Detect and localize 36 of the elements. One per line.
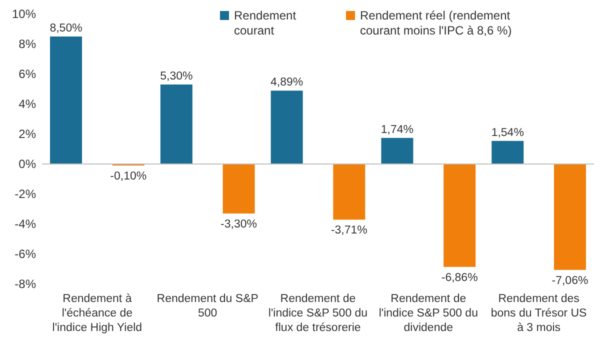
x-tick-label: Rendement de l'indice S&P 500 du flux de trésorerie xyxy=(268,293,368,334)
y-tick-label: 6% xyxy=(18,66,36,81)
bar xyxy=(270,90,303,164)
data-label: -0,10% xyxy=(110,170,147,182)
x-tick-label: Rendement du S&P 500 xyxy=(156,293,259,320)
data-label: 5,30% xyxy=(160,70,193,82)
x-tick-label: Rendement de l'indice S&P 500 du dividende xyxy=(378,293,478,334)
data-label: -3,30% xyxy=(220,218,257,230)
data-label: 1,74% xyxy=(380,124,414,136)
legend-label: Rendement réel (rendement courant moins l'IPC à 8,6 %) xyxy=(360,8,512,38)
y-tick-label: -6% xyxy=(14,246,36,261)
y-tick-label: -8% xyxy=(14,276,36,291)
y-tick-label: 2% xyxy=(18,126,36,141)
bar xyxy=(333,164,366,220)
legend-label: Rendement courant xyxy=(234,8,297,38)
bar xyxy=(492,140,524,164)
y-tick-label: 10% xyxy=(12,6,36,21)
x-tick-label: Rendement à l'échéance de l'indice High Yield xyxy=(52,293,142,334)
data-label: 1,54% xyxy=(491,126,524,139)
bar xyxy=(381,138,414,164)
bar xyxy=(444,164,476,267)
bar xyxy=(50,36,82,164)
data-label: -6,86% xyxy=(441,272,478,284)
data-label: -7,06% xyxy=(552,274,588,287)
data-label: 4,89% xyxy=(270,76,304,89)
bar xyxy=(160,84,192,164)
bar xyxy=(554,164,586,270)
data-label: -3,71% xyxy=(330,224,368,237)
y-tick-label: 0% xyxy=(18,156,36,171)
y-tick-label: 4% xyxy=(18,96,36,111)
y-tick-label: -2% xyxy=(14,186,36,201)
x-tick-label: Rendement des bons du Trésor US à 3 mois xyxy=(490,293,588,334)
y-tick-label: 8% xyxy=(18,36,36,51)
bar xyxy=(222,164,255,214)
y-tick-label: -4% xyxy=(14,216,36,231)
data-label: 8,50% xyxy=(50,22,82,34)
